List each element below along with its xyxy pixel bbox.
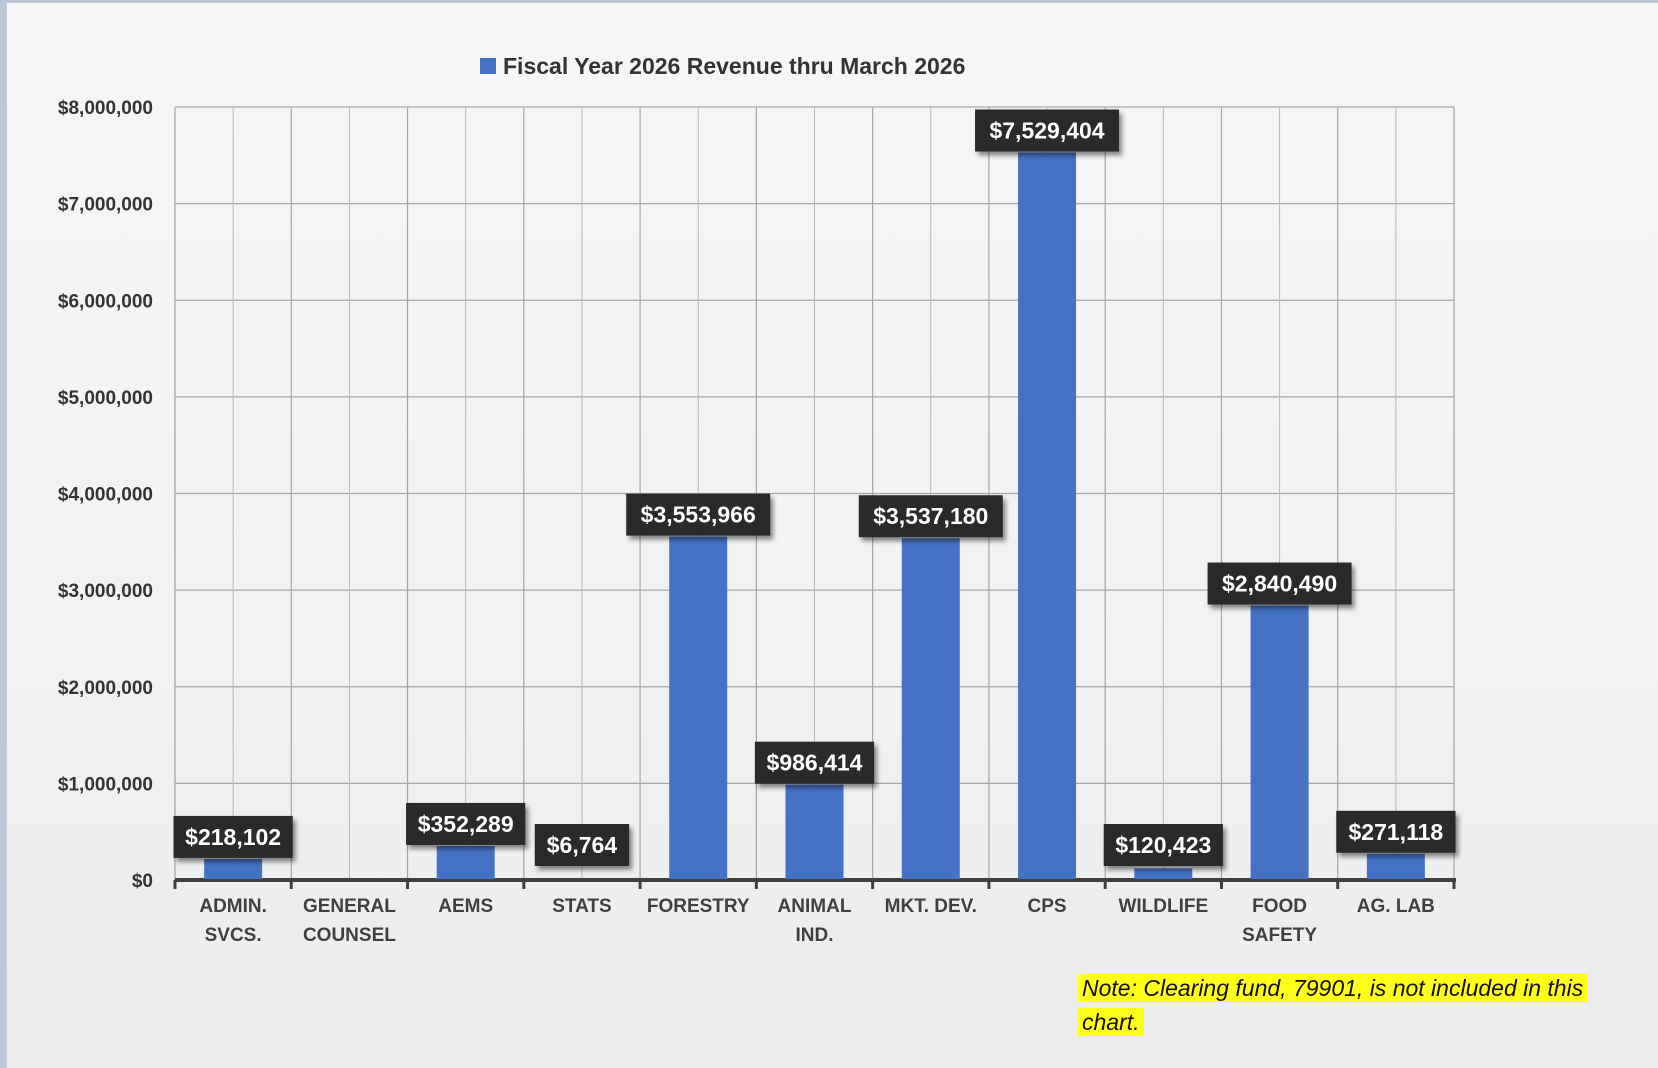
bar [669,536,728,879]
y-tick-label: $5,000,000 [58,388,153,409]
data-label-text: $2,840,490 [1222,571,1337,597]
data-label-text: $218,102 [185,824,281,850]
y-tick-label: $0 [132,871,153,892]
data-label-text: $3,537,180 [873,503,988,529]
data-label-box [1207,562,1352,605]
data-label: $352,289 [406,802,526,845]
x-tick-label: FOOD SAFETY [1242,896,1317,946]
x-tick-label: ANIMAL IND. [778,896,852,946]
data-label: $7,529,404 [975,109,1120,152]
data-label-box [626,493,771,536]
y-tick-label: $6,000,000 [58,291,153,312]
x-tick-label: AG. LAB [1357,896,1435,917]
data-label-box [858,495,1003,538]
data-label-text: $6,764 [547,832,618,858]
data-label-box [534,824,630,866]
data-label-box [406,802,526,845]
y-tick-label: $1,000,000 [58,774,153,795]
x-tick-label: CPS [1028,896,1067,917]
data-label: $3,537,180 [858,495,1003,538]
chart-frame: Fiscal Year 2026 Revenue thru March 2026… [6,2,1658,1068]
x-tick-label: FORESTRY [647,896,750,917]
legend-swatch [480,58,496,74]
bar [436,845,495,879]
bar [204,858,263,879]
data-label: $271,118 [1336,810,1456,853]
x-tick-label: STATS [552,896,611,917]
data-label: $120,423 [1103,824,1223,866]
bar [901,538,960,879]
data-label: $6,764 [534,824,630,866]
bar [1366,853,1425,879]
x-tick-label: AEMS [438,896,493,917]
data-label-text: $986,414 [767,750,863,776]
chart-note-text: Note: Clearing fund, 79901, is not inclu… [1078,974,1588,1036]
data-label-text: $3,553,966 [641,502,756,528]
legend-label: Fiscal Year 2026 Revenue thru March 2026 [503,53,965,79]
data-label-box [1336,810,1456,853]
bar [785,784,844,879]
data-label-box [975,109,1120,152]
x-tick-label: MKT. DEV. [885,896,977,917]
data-label-text: $120,423 [1115,832,1211,858]
x-tick-label: ADMIN. SVCS. [199,896,267,946]
x-tick-label: WILDLIFE [1118,896,1208,917]
data-label-box [1103,824,1223,866]
data-label: $2,840,490 [1207,562,1352,605]
bar [1250,605,1309,879]
bar [1134,868,1193,879]
y-tick-label: $2,000,000 [58,678,153,699]
data-label-text: $352,289 [418,811,514,837]
y-tick-label: $3,000,000 [58,581,153,602]
data-label-text: $7,529,404 [989,117,1104,143]
data-label-box [754,741,875,784]
data-label-box [173,815,293,858]
y-tick-label: $7,000,000 [58,195,153,216]
y-tick-label: $8,000,000 [58,98,153,119]
legend: Fiscal Year 2026 Revenue thru March 2026 [287,27,1167,109]
x-tick-label: GENERAL COUNSEL [303,896,396,946]
data-label: $218,102 [173,815,293,858]
y-tick-label: $4,000,000 [58,485,153,506]
bar [1018,152,1077,880]
bar-chart: Fiscal Year 2026 Revenue thru March 2026… [58,27,1456,946]
data-label-text: $271,118 [1349,819,1444,845]
data-label: $986,414 [754,741,875,784]
chart-note: Note: Clearing fund, 79901, is not inclu… [1078,971,1598,1039]
data-label: $3,553,966 [626,493,771,536]
legend-background [287,27,1167,109]
